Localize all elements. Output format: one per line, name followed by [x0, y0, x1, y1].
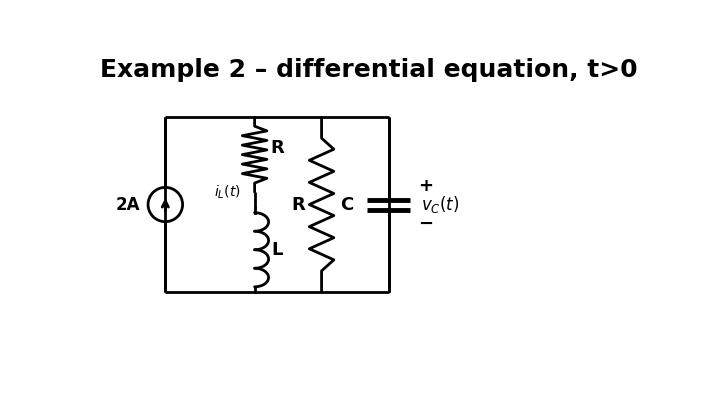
Text: C: C — [340, 196, 354, 213]
Text: L: L — [271, 241, 283, 259]
Text: +: + — [418, 177, 433, 194]
Text: R: R — [270, 139, 284, 158]
Text: $i_L(t)$: $i_L(t)$ — [214, 183, 240, 201]
Text: $v_C(t)$: $v_C(t)$ — [421, 194, 459, 215]
Text: 2A: 2A — [115, 196, 140, 213]
Text: Example 2 – differential equation, t>0: Example 2 – differential equation, t>0 — [100, 58, 638, 82]
Text: R: R — [291, 196, 305, 213]
Text: −: − — [418, 215, 433, 232]
